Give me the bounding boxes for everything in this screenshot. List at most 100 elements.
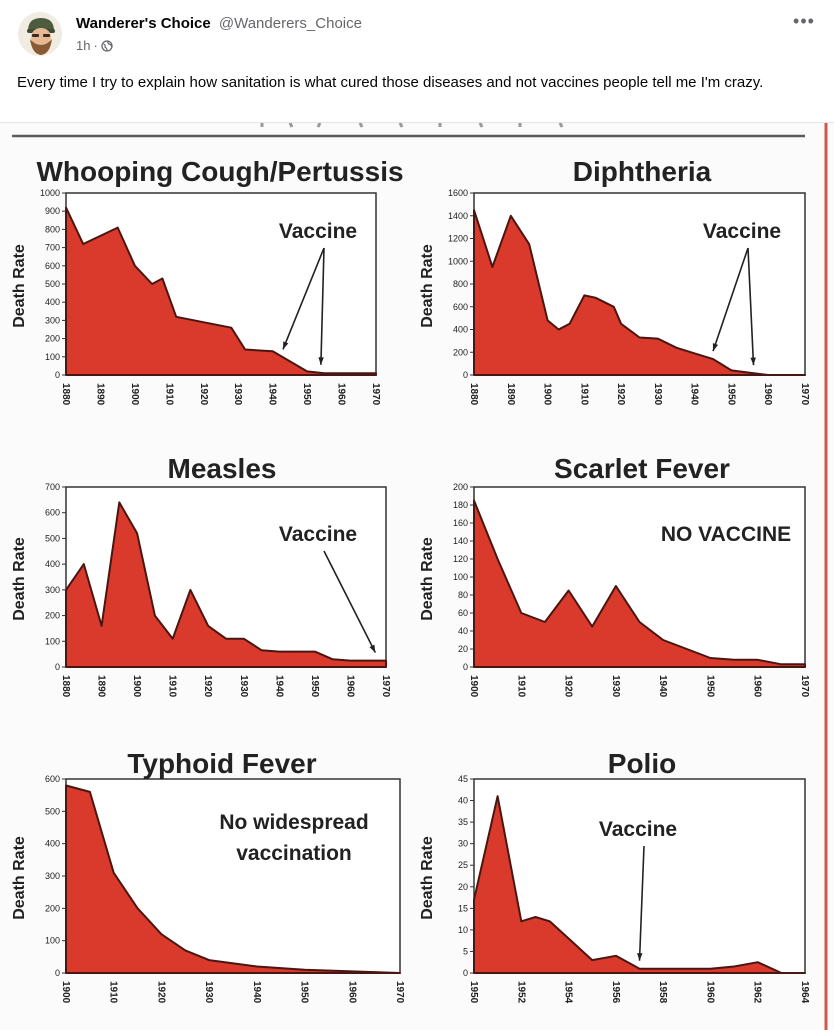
y-tick-label: 80 <box>458 590 468 600</box>
y-tick-label: 700 <box>45 482 60 492</box>
y-tick-label: 1600 <box>448 188 468 198</box>
y-tick-label: 200 <box>453 347 468 357</box>
x-tick-label: 1950 <box>704 675 715 698</box>
y-tick-label: 700 <box>45 243 60 253</box>
y-tick-label: 40 <box>458 796 468 806</box>
author-handle[interactable]: @Wanderers_Choice <box>219 15 362 32</box>
post-meta: 1h · <box>76 38 113 53</box>
y-tick-label: 400 <box>45 297 60 307</box>
y-tick-label: 300 <box>45 315 60 325</box>
chart-title: Typhoid Fever <box>127 748 316 779</box>
y-tick-label: 1000 <box>448 256 468 266</box>
charts-infographic: Whooping Cough/Pertussis Death Rate 0 100 20… <box>0 123 834 1030</box>
y-tick-label: 45 <box>458 774 468 784</box>
x-tick-label: 1930 <box>652 383 663 406</box>
x-tick-label: 1950 <box>301 383 312 406</box>
y-tick-label: 600 <box>45 508 60 518</box>
x-tick-label: 1900 <box>129 383 140 406</box>
chart-title: Whooping Cough/Pertussis <box>36 156 403 187</box>
chart-annotation: NO VACCINE <box>661 523 791 546</box>
x-tick-label: 1960 <box>344 675 355 698</box>
x-tick-label: 1940 <box>657 675 668 698</box>
x-tick-label: 1910 <box>167 675 178 698</box>
post-image[interactable]: Whooping Cough/Pertussis Death Rate 0 100 20… <box>0 122 834 1030</box>
more-options-button[interactable]: ••• <box>790 14 818 34</box>
x-tick-label: 1880 <box>60 675 71 698</box>
chart-title: Measles <box>168 453 277 484</box>
y-tick-label: 35 <box>458 817 468 827</box>
chart-ylabel: Death Rate <box>419 244 436 328</box>
x-tick-label: 1920 <box>202 675 213 698</box>
avatar-image <box>18 12 62 56</box>
globe-icon <box>101 40 113 52</box>
x-tick-label: 1920 <box>563 675 574 698</box>
chart-ylabel: Death Rate <box>11 537 28 621</box>
y-tick-label: 400 <box>453 325 468 335</box>
y-tick-label: 400 <box>45 559 60 569</box>
x-tick-label: 1940 <box>273 675 284 698</box>
x-tick-label: 1920 <box>198 383 209 406</box>
chart-annotation: Vaccine <box>279 523 357 546</box>
y-tick-label: 0 <box>463 968 468 978</box>
chart-annotation: Vaccine <box>599 818 677 841</box>
y-tick-label: 400 <box>45 839 60 849</box>
y-tick-label: 900 <box>45 206 60 216</box>
x-tick-label: 1952 <box>515 981 526 1004</box>
x-tick-label: 1930 <box>238 675 249 698</box>
y-tick-label: 1200 <box>448 234 468 244</box>
x-tick-label: 1900 <box>542 383 553 406</box>
x-tick-label: 1880 <box>468 383 479 406</box>
x-tick-label: 1964 <box>799 981 810 1004</box>
y-tick-label: 0 <box>463 662 468 672</box>
y-tick-label: 600 <box>453 302 468 312</box>
y-tick-label: 800 <box>453 279 468 289</box>
cropped-heading-fragment <box>262 123 562 127</box>
x-tick-label: 1960 <box>762 383 773 406</box>
x-tick-label: 1950 <box>309 675 320 698</box>
y-tick-label: 200 <box>45 903 60 913</box>
y-tick-label: 800 <box>45 224 60 234</box>
chart-ylabel: Death Rate <box>419 836 436 920</box>
y-tick-label: 100 <box>45 636 60 646</box>
y-tick-label: 40 <box>458 626 468 636</box>
author-line: Wanderer's Choice @Wanderers_Choice <box>76 15 362 32</box>
chart-2: Diphtheria Death Rate 0 200 400 600 800 1000 120… <box>419 156 810 406</box>
y-tick-label: 1000 <box>40 188 60 198</box>
y-tick-label: 100 <box>45 936 60 946</box>
avatar[interactable] <box>18 12 62 56</box>
x-tick-label: 1900 <box>468 675 479 698</box>
y-tick-label: 0 <box>463 370 468 380</box>
x-tick-label: 1930 <box>610 675 621 698</box>
x-tick-label: 1940 <box>689 383 700 406</box>
x-tick-label: 1962 <box>752 981 763 1004</box>
x-tick-label: 1954 <box>563 981 574 1004</box>
y-tick-label: 100 <box>453 572 468 582</box>
x-tick-label: 1970 <box>394 981 405 1004</box>
x-tick-label: 1960 <box>336 383 347 406</box>
x-tick-label: 1950 <box>299 981 310 1004</box>
x-tick-label: 1960 <box>346 981 357 1004</box>
post-text: Every time I try to explain how sanitati… <box>17 72 817 94</box>
x-tick-label: 1950 <box>468 981 479 1004</box>
post-time[interactable]: 1h <box>76 38 90 53</box>
author-name[interactable]: Wanderer's Choice <box>76 15 211 32</box>
y-tick-label: 120 <box>453 554 468 564</box>
x-tick-label: 1930 <box>232 383 243 406</box>
y-tick-label: 0 <box>55 662 60 672</box>
chart-annotation: Vaccine <box>279 220 357 243</box>
chart-annotation: Vaccine <box>703 220 781 243</box>
charts-layer: Whooping Cough/Pertussis Death Rate 0 100 20… <box>11 156 810 1004</box>
y-tick-label: 300 <box>45 871 60 881</box>
chart-annotation: vaccination <box>236 842 352 865</box>
post-header: Wanderer's Choice @Wanderers_Choice 1h ·… <box>16 10 818 60</box>
x-tick-label: 1958 <box>657 981 668 1004</box>
x-tick-label: 1890 <box>94 383 105 406</box>
y-tick-label: 60 <box>458 608 468 618</box>
x-tick-label: 1960 <box>704 981 715 1004</box>
y-tick-label: 600 <box>45 261 60 271</box>
chart-title: Diphtheria <box>573 156 712 187</box>
x-tick-label: 1910 <box>515 675 526 698</box>
y-tick-label: 200 <box>45 334 60 344</box>
y-tick-label: 140 <box>453 536 468 546</box>
